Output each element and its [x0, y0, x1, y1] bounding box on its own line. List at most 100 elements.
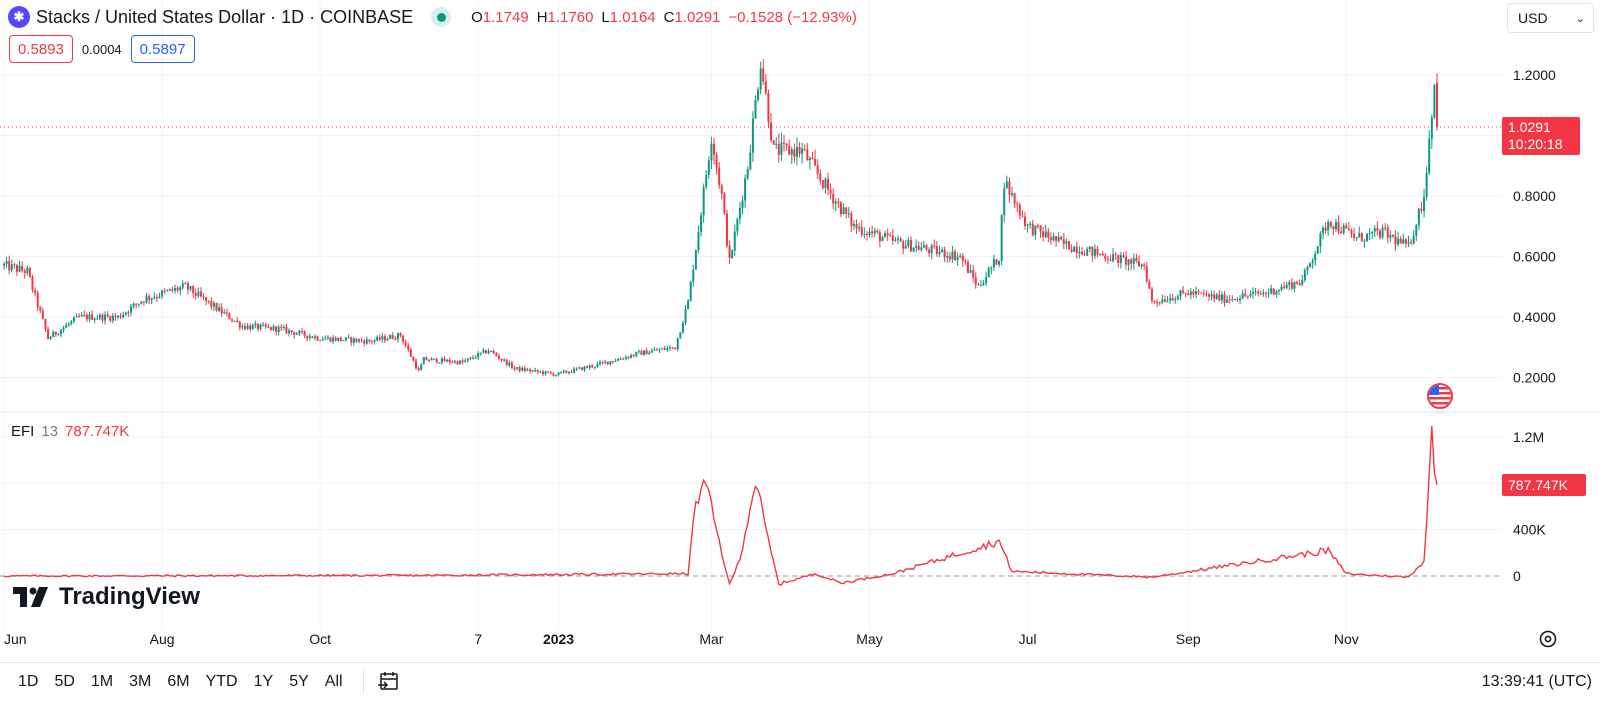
candle-body: [420, 364, 423, 371]
candle-body: [663, 348, 666, 350]
price-tick-label: 0.8000: [1513, 188, 1556, 204]
candle-body: [1381, 227, 1384, 238]
candle-body: [482, 350, 485, 353]
candle-body: [775, 143, 778, 145]
range-all-button[interactable]: All: [324, 673, 343, 690]
candle-body: [370, 341, 373, 343]
candle-body: [534, 369, 537, 371]
candle-body: [1140, 264, 1143, 267]
candle-body: [1112, 254, 1115, 262]
range-5d-button[interactable]: 5D: [54, 673, 75, 690]
candle-body: [479, 352, 482, 354]
candle-body: [627, 356, 630, 358]
candle-body: [873, 230, 876, 234]
candle-body: [599, 362, 602, 364]
market-status-icon[interactable]: [431, 7, 452, 27]
candle-body: [456, 361, 459, 365]
candle-body: [80, 314, 83, 316]
candle-body: [1306, 266, 1309, 271]
candle-body: [1397, 238, 1400, 245]
candle-body: [316, 336, 319, 341]
range-3m-button[interactable]: 3M: [129, 673, 152, 690]
candle-body: [1428, 138, 1431, 174]
symbol-title[interactable]: Stacks / United States Dollar · 1D · COI…: [36, 6, 414, 27]
utc-clock[interactable]: 13:39:41 (UTC): [1481, 673, 1592, 690]
candle-body: [1376, 228, 1379, 231]
range-1y-button[interactable]: 1Y: [253, 673, 274, 690]
candle-body: [114, 315, 117, 318]
candle-body: [1285, 284, 1288, 288]
currency-select[interactable]: USD ⌄: [1507, 3, 1594, 33]
range-6m-button[interactable]: 6M: [167, 673, 190, 690]
candle-body: [829, 189, 832, 194]
efi-value-tag: 787.747K: [1502, 474, 1586, 496]
gear-icon[interactable]: [1537, 628, 1559, 650]
go-to-date-icon[interactable]: [376, 669, 402, 695]
time-tick-label: Jun: [4, 631, 27, 647]
tradingview-logo[interactable]: TradingView: [13, 583, 200, 611]
candle-body: [624, 356, 627, 359]
efi-legend[interactable]: EFI 13 787.747K: [11, 423, 129, 440]
candle-body: [557, 372, 560, 375]
low-value: 1.0164: [609, 8, 656, 26]
range-5y-button[interactable]: 5Y: [289, 673, 309, 690]
sell-button[interactable]: 0.5893: [9, 35, 73, 63]
candle-body: [1223, 294, 1226, 303]
candle-body: [1270, 288, 1273, 294]
candle-body: [1060, 236, 1063, 240]
candle-body: [1169, 298, 1172, 301]
candle-body: [858, 227, 861, 229]
time-tick-label: Oct: [309, 631, 331, 647]
range-1m-button[interactable]: 1M: [90, 673, 114, 690]
us-flag-icon[interactable]: [1427, 383, 1453, 409]
candle-body: [171, 288, 174, 291]
candle-body: [78, 315, 81, 317]
candle-body: [912, 247, 915, 252]
candle-body: [640, 351, 643, 355]
range-1d-button[interactable]: 1D: [18, 673, 39, 690]
candle-body: [684, 309, 687, 323]
candle-body: [339, 337, 342, 341]
candle-body: [526, 369, 529, 371]
candle-body: [1249, 293, 1252, 296]
candle-body: [1378, 230, 1381, 238]
range-ytd-button[interactable]: YTD: [205, 673, 238, 690]
candle-body: [231, 319, 234, 321]
candle-body: [720, 185, 723, 194]
candle-body: [948, 256, 951, 260]
stacks-logo-icon[interactable]: ✱: [8, 6, 30, 28]
candle-body: [560, 371, 563, 373]
price-axis[interactable]: 1.2000 0.8000 0.6000 0.4000 0.2000: [1513, 67, 1556, 386]
candle-body: [1275, 291, 1278, 295]
time-tick-label: 2023: [543, 631, 574, 647]
candle-body: [508, 362, 511, 366]
candle-body: [865, 233, 868, 235]
efi-axis[interactable]: 1.2M 400K 0: [1513, 429, 1546, 584]
candle-body: [1316, 246, 1319, 254]
candle-body: [661, 348, 664, 350]
buy-button[interactable]: 0.5897: [130, 35, 195, 63]
candle-body: [1358, 233, 1361, 238]
candle-body: [1091, 246, 1094, 256]
candle-body: [855, 224, 858, 229]
candle-body: [979, 285, 982, 287]
candle-body: [446, 359, 449, 362]
bottom-toolbar: 1D 5D 1M 3M 6M YTD 1Y 5Y All 13:39:41 (U…: [0, 662, 1600, 701]
candle-body: [1391, 234, 1394, 237]
candle-body: [788, 145, 791, 155]
candle-body: [122, 314, 125, 318]
candle-body: [1241, 293, 1244, 299]
time-axis[interactable]: Jun Aug Oct 7 2023 Mar May Jul Sep Nov: [4, 631, 1359, 647]
candle-body: [1073, 246, 1076, 252]
efi-line: [3, 425, 1438, 586]
candle-body: [969, 270, 972, 273]
candle-body: [461, 360, 464, 363]
time-tick-label: Mar: [699, 631, 723, 647]
ohlc-values: O1.1749 H1.1760 L1.0164 C1.0291 −0.1528 …: [471, 8, 857, 26]
candle-body: [925, 245, 928, 250]
candle-body: [443, 358, 446, 362]
candle-body: [345, 337, 348, 341]
candle-body: [269, 326, 272, 331]
candle-body: [223, 312, 226, 314]
